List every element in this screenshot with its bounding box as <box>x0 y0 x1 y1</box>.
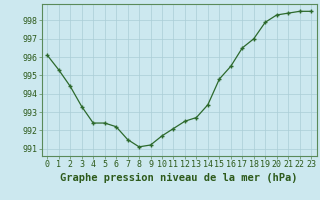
X-axis label: Graphe pression niveau de la mer (hPa): Graphe pression niveau de la mer (hPa) <box>60 173 298 183</box>
